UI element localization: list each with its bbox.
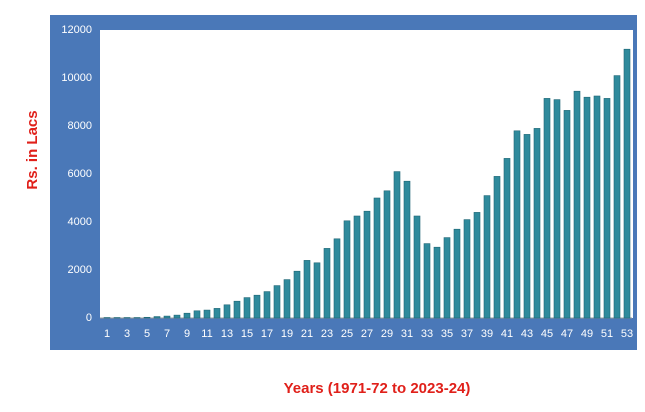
bar xyxy=(423,243,431,319)
x-tick-label: 13 xyxy=(221,328,233,340)
y-axis-label: Rs. in Lacs xyxy=(24,110,41,189)
bar xyxy=(543,98,551,319)
x-tick-label: 43 xyxy=(521,328,533,340)
bar xyxy=(433,246,441,319)
bar xyxy=(483,195,491,319)
x-tick-label: 9 xyxy=(184,328,190,340)
bar xyxy=(193,310,201,319)
bar xyxy=(163,315,171,319)
x-tick-label: 45 xyxy=(541,328,553,340)
x-tick-label: 41 xyxy=(501,328,513,340)
x-tick-label: 11 xyxy=(201,328,212,340)
x-tick-label: 29 xyxy=(381,328,393,340)
bar xyxy=(413,215,421,319)
x-tick-label: 7 xyxy=(164,328,170,340)
bar xyxy=(353,215,361,319)
y-tick-label: 4000 xyxy=(68,216,92,228)
x-tick-label: 39 xyxy=(481,328,493,340)
x-tick-label: 47 xyxy=(561,328,573,340)
x-tick-label: 49 xyxy=(581,328,593,340)
bar xyxy=(553,99,561,319)
x-tick-label: 19 xyxy=(281,328,293,340)
bar xyxy=(453,228,461,319)
bar xyxy=(473,212,481,319)
bar xyxy=(463,219,471,319)
x-tick-label: 5 xyxy=(144,328,150,340)
bar xyxy=(523,134,531,319)
x-tick-label: 17 xyxy=(261,328,273,340)
bar xyxy=(203,309,211,319)
bar xyxy=(283,279,291,319)
bar xyxy=(323,248,331,319)
bar xyxy=(153,316,161,319)
bar xyxy=(533,128,541,319)
bar xyxy=(303,260,311,319)
x-tick-label: 27 xyxy=(361,328,373,340)
x-tick-label: 33 xyxy=(421,328,433,340)
x-tick-label: 15 xyxy=(241,328,253,340)
x-tick-label: 3 xyxy=(124,328,130,340)
bar xyxy=(273,285,281,319)
y-tick-label: 2000 xyxy=(68,264,92,276)
bar xyxy=(443,237,451,319)
bar xyxy=(223,304,231,319)
bar xyxy=(173,314,181,319)
x-tick-label: 53 xyxy=(621,328,633,340)
bar xyxy=(393,171,401,319)
bar xyxy=(233,300,241,319)
bar xyxy=(573,90,581,319)
x-tick-label: 37 xyxy=(461,328,473,340)
bar xyxy=(253,294,261,319)
bar xyxy=(363,210,371,319)
bar xyxy=(383,190,391,319)
bar xyxy=(343,220,351,319)
bar xyxy=(503,158,511,319)
bar xyxy=(403,180,411,319)
bar xyxy=(583,96,591,319)
x-tick-label: 51 xyxy=(601,328,613,340)
bar xyxy=(143,316,151,319)
bar xyxy=(613,75,621,319)
bar xyxy=(513,130,521,319)
x-tick-label: 31 xyxy=(401,328,413,340)
x-tick-label: 21 xyxy=(301,328,313,340)
bar xyxy=(293,270,301,319)
bar xyxy=(493,176,501,319)
y-tick-label: 12000 xyxy=(61,24,92,36)
bar xyxy=(263,291,271,319)
bar xyxy=(623,48,631,319)
x-tick-label: 1 xyxy=(104,328,110,340)
y-tick-label: 0 xyxy=(86,312,92,324)
bar xyxy=(313,262,321,319)
bar xyxy=(213,308,221,319)
bar xyxy=(593,95,601,319)
y-tick-label: 6000 xyxy=(68,168,92,180)
bar xyxy=(603,98,611,319)
bar xyxy=(183,312,191,319)
x-tick-label: 23 xyxy=(321,328,333,340)
bar xyxy=(333,238,341,319)
y-tick-label: 8000 xyxy=(68,120,92,132)
x-tick-label: 35 xyxy=(441,328,453,340)
x-tick-label: 25 xyxy=(341,328,353,340)
bar xyxy=(373,197,381,319)
bar xyxy=(243,297,251,319)
x-axis-label: Years (1971-72 to 2023-24) xyxy=(284,380,471,397)
bar xyxy=(563,110,571,319)
y-tick-label: 10000 xyxy=(61,72,92,84)
